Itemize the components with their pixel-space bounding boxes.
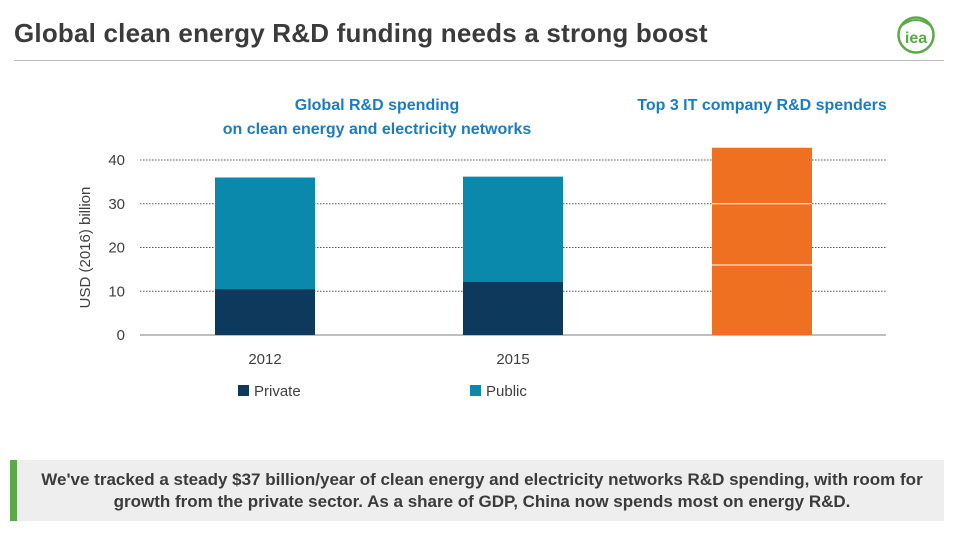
y-tick-label: 30 bbox=[108, 196, 125, 213]
y-tick-label: 10 bbox=[108, 283, 125, 300]
bar-it-segment bbox=[712, 265, 812, 335]
panel-title: Global R&D spending bbox=[295, 97, 459, 114]
bar-private bbox=[215, 289, 315, 335]
y-tick-label: 20 bbox=[108, 240, 125, 257]
bar-public bbox=[215, 177, 315, 290]
x-tick-label: 2015 bbox=[496, 351, 529, 368]
bar-it-segment bbox=[712, 203, 812, 265]
caption-text: We've tracked a steady $37 billion/year … bbox=[41, 470, 923, 511]
panel-title: Top 3 IT company R&D spenders bbox=[637, 97, 887, 114]
x-tick-label: 2012 bbox=[248, 351, 281, 368]
legend-label: Public bbox=[486, 383, 527, 400]
y-tick-label: 0 bbox=[117, 327, 125, 344]
legend-swatch-public bbox=[470, 385, 481, 396]
y-axis-label: USD (2016) billion bbox=[77, 187, 94, 309]
chart: 0 10 20 30 40 USD (2016) billion Global R&D sp… bbox=[77, 97, 887, 400]
panel-title: on clean energy and electricity networks bbox=[223, 121, 532, 138]
svg-text:iea: iea bbox=[905, 30, 927, 47]
legend-label: Private bbox=[254, 383, 301, 400]
caption-box: We've tracked a steady $37 billion/year … bbox=[10, 460, 944, 521]
legend-swatch-private bbox=[238, 385, 249, 396]
bar-public bbox=[463, 176, 563, 282]
page-title: Global clean energy R&D funding needs a … bbox=[14, 18, 708, 48]
caption-accent-bar bbox=[10, 460, 17, 521]
y-tick-label: 40 bbox=[108, 152, 125, 169]
bar-private bbox=[463, 281, 563, 335]
title-divider bbox=[14, 60, 944, 61]
bar-it-segment bbox=[712, 147, 812, 204]
iea-logo: iea bbox=[897, 16, 935, 54]
